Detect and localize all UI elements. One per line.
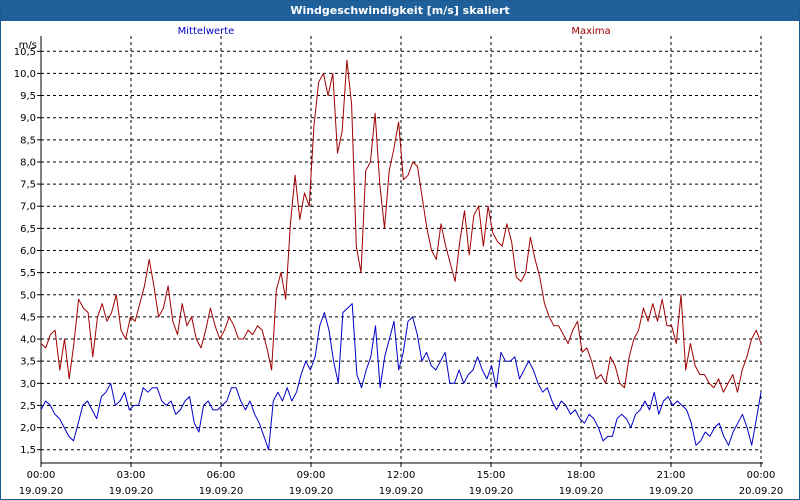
y-tick-label: 6,5 xyxy=(20,224,36,235)
y-tick-label: 8,5 xyxy=(20,135,36,146)
x-tick-date: 19.09.20 xyxy=(559,486,604,497)
x-tick-date: 19.09.20 xyxy=(289,486,334,497)
y-tick-label: 3,5 xyxy=(20,357,36,368)
y-tick-label: 7,0 xyxy=(20,202,36,213)
x-tick-time: 15:00 xyxy=(477,470,506,481)
x-tick-time: 21:00 xyxy=(657,470,686,481)
grid-lines xyxy=(41,36,762,463)
series-lines xyxy=(40,59,762,451)
x-tick-date: 19.09.20 xyxy=(379,486,424,497)
y-tick-label: 8,0 xyxy=(20,157,36,168)
x-tick-date: 19.09.20 xyxy=(199,486,244,497)
y-tick-label: 2,5 xyxy=(20,401,36,412)
series-line-maxima xyxy=(40,59,762,393)
x-tick-time: 09:00 xyxy=(297,470,326,481)
y-tick-label: 9,0 xyxy=(20,113,36,124)
series-line-mittelwerte xyxy=(40,303,762,451)
y-tick-label: 4,5 xyxy=(20,312,36,323)
y-tick-label: 1,5 xyxy=(20,445,36,456)
x-tick-date: 20.09.20 xyxy=(739,486,784,497)
x-tick-date: 19.09.20 xyxy=(109,486,154,497)
y-unit-label: m/s xyxy=(19,40,37,51)
legend-maxima: Maxima xyxy=(571,26,611,37)
y-tick-label: 5,5 xyxy=(20,268,36,279)
y-tick-label: 5,0 xyxy=(20,290,36,301)
x-axis: 00:00 19.09.20 03:00 19.09.20 06:00 19.09.20 0… xyxy=(19,462,784,497)
y-tick-label: 7,5 xyxy=(20,180,36,191)
x-tick-time: 06:00 xyxy=(207,470,236,481)
legend-mittelwerte: Mittelwerte xyxy=(177,26,235,37)
x-tick-time: 12:00 xyxy=(387,470,416,481)
x-tick-date: 19.09.20 xyxy=(19,486,64,497)
x-tick-time: 00:00 xyxy=(27,470,56,481)
y-tick-label: 10,5 xyxy=(14,47,36,58)
y-tick-label: 9,5 xyxy=(20,91,36,102)
window-title: Windgeschwindigkeit [m/s] skaliert xyxy=(1,1,799,21)
x-tick-time: 00:00 xyxy=(747,470,776,481)
y-tick-label: 6,0 xyxy=(20,246,36,257)
y-tick-label: 10,0 xyxy=(14,69,36,80)
y-tick-label: 3,0 xyxy=(20,379,36,390)
x-tick-date: 19.09.20 xyxy=(469,486,514,497)
x-tick-time: 03:00 xyxy=(117,470,146,481)
y-tick-label: 2,0 xyxy=(20,423,36,434)
y-axis: m/s 1,5 2,0 2,5 3,0 3,5 4,0 4,5 5,0 5,5 6,0 6,5 7,0 7… xyxy=(14,36,42,463)
y-tick-label: 4,0 xyxy=(20,335,36,346)
x-tick-date: 19.09.20 xyxy=(649,486,694,497)
x-tick-time: 18:00 xyxy=(567,470,596,481)
